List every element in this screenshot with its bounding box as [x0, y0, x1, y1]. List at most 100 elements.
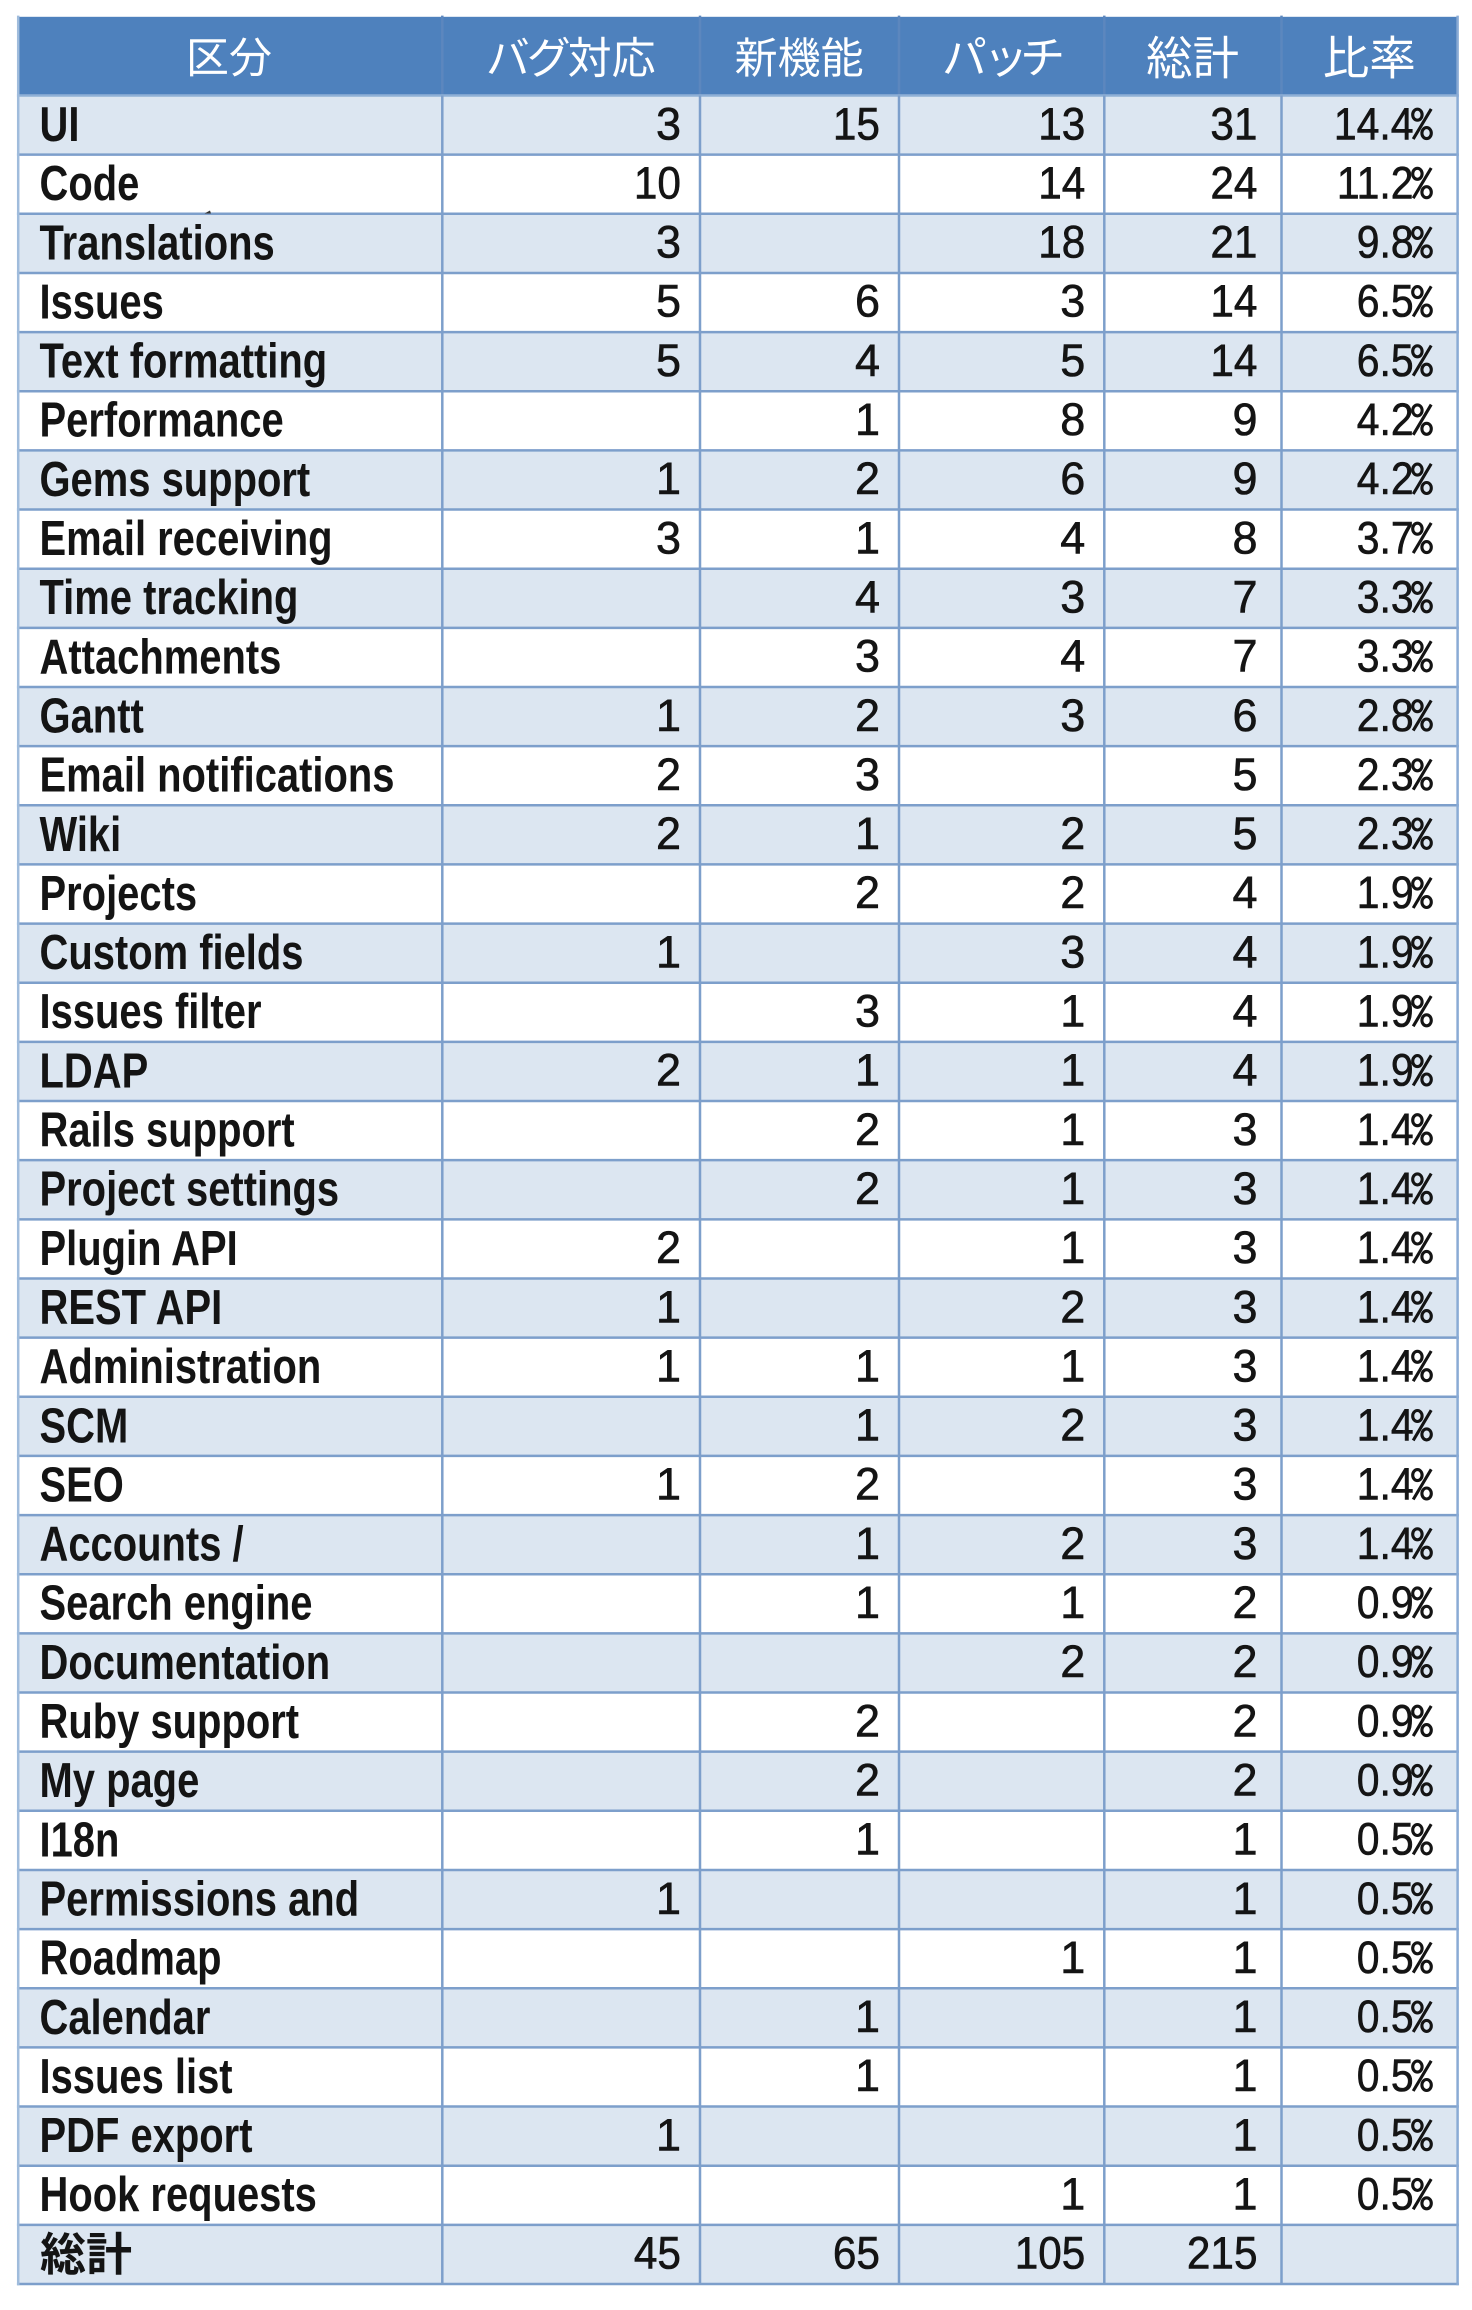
- svg-text:2: 2: [1232, 1755, 1257, 1806]
- svg-text:PDF export: PDF export: [40, 2109, 253, 2163]
- svg-text:1.4: 1.4: [1357, 1400, 1414, 1451]
- svg-text:Project settings: Project settings: [40, 1163, 340, 1217]
- svg-text:2.3: 2.3: [1357, 749, 1414, 800]
- svg-text:6.5: 6.5: [1357, 276, 1414, 327]
- svg-text:Issues: Issues: [40, 275, 164, 329]
- svg-text:1.9: 1.9: [1357, 1045, 1414, 1096]
- svg-text:3: 3: [656, 512, 681, 563]
- svg-text:1: 1: [1232, 2050, 1257, 2101]
- svg-text:1.9: 1.9: [1357, 867, 1414, 918]
- svg-text:8: 8: [1232, 512, 1257, 563]
- svg-text:45: 45: [634, 2228, 681, 2279]
- svg-text:2.8: 2.8: [1357, 690, 1414, 741]
- svg-text:3: 3: [1232, 1340, 1257, 1391]
- svg-text:1: 1: [1060, 1932, 1085, 1983]
- svg-text:9: 9: [1232, 453, 1257, 504]
- svg-text:0.5: 0.5: [1357, 2050, 1414, 2101]
- svg-text:8: 8: [1060, 394, 1085, 445]
- svg-text:1: 1: [656, 2109, 681, 2160]
- svg-text:4: 4: [1232, 1045, 1257, 1096]
- svg-text:REST API: REST API: [40, 1281, 223, 1335]
- svg-text:1: 1: [1232, 1991, 1257, 2042]
- svg-text:1: 1: [656, 690, 681, 741]
- svg-text:Text formatting: Text formatting: [40, 335, 328, 389]
- svg-text:0.5: 0.5: [1357, 1814, 1414, 1865]
- svg-text:14: 14: [1038, 157, 1085, 208]
- svg-text:Documentation: Documentation: [40, 1636, 331, 1690]
- svg-text:Performance: Performance: [40, 394, 284, 448]
- svg-text:Translations: Translations: [40, 216, 275, 270]
- svg-text:1: 1: [855, 1045, 880, 1096]
- svg-text:2: 2: [1060, 1636, 1085, 1687]
- svg-text:1: 1: [855, 394, 880, 445]
- svg-text:4: 4: [1232, 926, 1257, 977]
- svg-text:2: 2: [656, 1045, 681, 1096]
- svg-text:1: 1: [656, 926, 681, 977]
- svg-text:31: 31: [1210, 98, 1257, 149]
- svg-text:4: 4: [855, 572, 880, 623]
- svg-text:3: 3: [1060, 276, 1085, 327]
- svg-text:2: 2: [855, 1104, 880, 1155]
- svg-text:1: 1: [1060, 1045, 1085, 1096]
- svg-text:2: 2: [855, 1695, 880, 1746]
- svg-text:1: 1: [1060, 1163, 1085, 1214]
- svg-text:4: 4: [855, 335, 880, 386]
- svg-text:1.4: 1.4: [1357, 1459, 1414, 1510]
- svg-text:1: 1: [1060, 2169, 1085, 2220]
- svg-text:Issues list: Issues list: [40, 2050, 233, 2104]
- svg-text:Gems support: Gems support: [40, 453, 311, 507]
- svg-text:6.5: 6.5: [1357, 335, 1414, 386]
- svg-text:4: 4: [1060, 631, 1085, 682]
- svg-text:2: 2: [656, 808, 681, 859]
- svg-text:Wiki: Wiki: [40, 808, 122, 862]
- svg-text:0.5: 0.5: [1357, 1873, 1414, 1924]
- svg-text:9.8: 9.8: [1357, 217, 1414, 268]
- svg-text:1: 1: [855, 1991, 880, 2042]
- svg-text:4: 4: [1060, 512, 1085, 563]
- svg-text:4.2: 4.2: [1357, 453, 1414, 504]
- svg-text:Accounts /: Accounts /: [40, 1518, 244, 1572]
- svg-text:2: 2: [1060, 1281, 1085, 1332]
- svg-text:0.9: 0.9: [1357, 1577, 1414, 1628]
- svg-text:Calendar: Calendar: [40, 1991, 211, 2045]
- svg-text:2: 2: [855, 1163, 880, 1214]
- svg-text:2: 2: [1232, 1577, 1257, 1628]
- svg-text:0.9: 0.9: [1357, 1636, 1414, 1687]
- svg-text:4: 4: [1232, 867, 1257, 918]
- svg-text:1: 1: [855, 512, 880, 563]
- svg-text:24: 24: [1210, 157, 1257, 208]
- svg-text:3: 3: [656, 217, 681, 268]
- svg-text:2: 2: [1060, 808, 1085, 859]
- svg-text:1: 1: [656, 1281, 681, 1332]
- svg-text:3: 3: [1060, 572, 1085, 623]
- svg-text:1: 1: [656, 1459, 681, 1510]
- svg-text:2: 2: [855, 1755, 880, 1806]
- svg-text:7: 7: [1232, 572, 1257, 623]
- svg-text:SCM: SCM: [40, 1399, 129, 1453]
- svg-text:3: 3: [1232, 1163, 1257, 1214]
- svg-text:Attachments: Attachments: [40, 630, 282, 684]
- svg-text:Issues filter: Issues filter: [40, 985, 262, 1039]
- svg-text:21: 21: [1210, 217, 1257, 268]
- svg-text:1.4: 1.4: [1357, 1104, 1414, 1155]
- svg-text:3.7: 3.7: [1357, 512, 1414, 563]
- svg-text:10: 10: [634, 157, 681, 208]
- svg-text:SEO: SEO: [40, 1458, 124, 1512]
- svg-text:3: 3: [855, 986, 880, 1037]
- svg-text:14: 14: [1210, 335, 1257, 386]
- svg-text:1: 1: [855, 1518, 880, 1569]
- svg-text:13: 13: [1038, 98, 1085, 149]
- svg-text:3.3: 3.3: [1357, 572, 1414, 623]
- svg-text:1.9: 1.9: [1357, 986, 1414, 1037]
- svg-text:2.3: 2.3: [1357, 808, 1414, 859]
- svg-text:Code: Code: [40, 157, 140, 211]
- svg-text:6: 6: [855, 276, 880, 327]
- svg-text:0.9: 0.9: [1357, 1695, 1414, 1746]
- svg-text:3: 3: [855, 749, 880, 800]
- svg-text:1: 1: [855, 1400, 880, 1451]
- svg-text:Search engine: Search engine: [40, 1577, 313, 1631]
- svg-text:2: 2: [1060, 1518, 1085, 1569]
- svg-text:0.5: 0.5: [1357, 2109, 1414, 2160]
- svg-text:1: 1: [1232, 1814, 1257, 1865]
- svg-text:Projects: Projects: [40, 867, 198, 921]
